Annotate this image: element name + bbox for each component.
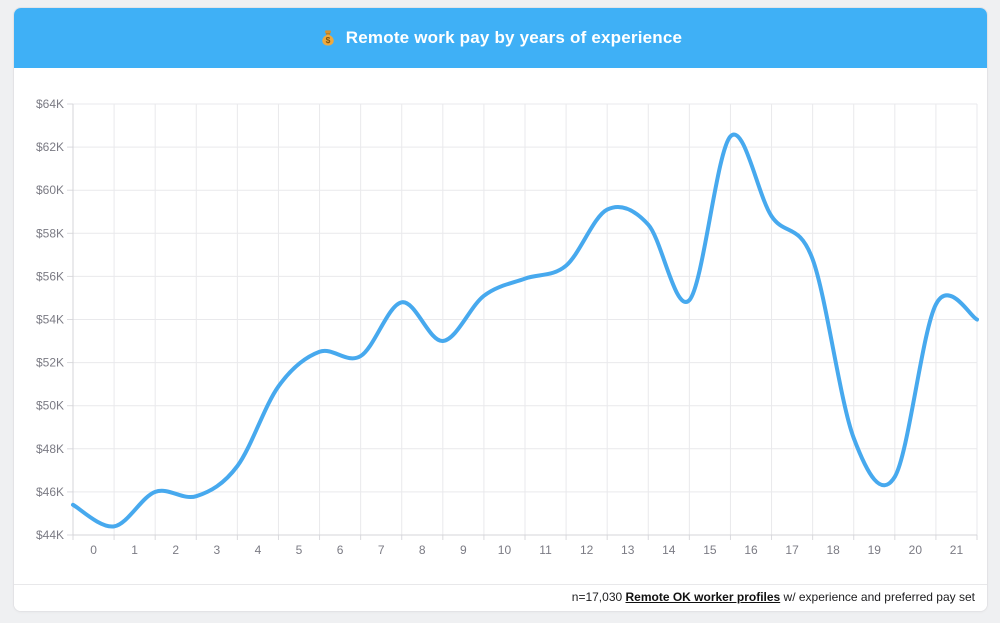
- svg-text:13: 13: [621, 543, 635, 557]
- footer-profiles-link[interactable]: Remote OK worker profiles: [625, 590, 781, 604]
- svg-text:$: $: [325, 35, 330, 45]
- svg-text:8: 8: [419, 543, 426, 557]
- svg-text:15: 15: [703, 543, 717, 557]
- svg-text:9: 9: [460, 543, 467, 557]
- svg-text:$52K: $52K: [36, 356, 64, 370]
- svg-text:11: 11: [539, 543, 552, 557]
- money-bag-icon: $: [319, 29, 337, 47]
- pay-line-series: [71, 132, 979, 529]
- svg-text:10: 10: [498, 543, 512, 557]
- svg-text:1: 1: [131, 543, 138, 557]
- chart-card: $ Remote work pay by years of experience…: [14, 8, 987, 611]
- y-axis-labels: $44K $46K $48K $50K $52K $54K $56K $58K $60K $62K…: [36, 97, 64, 542]
- svg-text:12: 12: [580, 543, 594, 557]
- svg-text:14: 14: [662, 543, 676, 557]
- svg-text:17: 17: [785, 543, 799, 557]
- svg-text:19: 19: [868, 543, 882, 557]
- svg-text:$46K: $46K: [36, 485, 64, 499]
- svg-text:$50K: $50K: [36, 399, 64, 413]
- svg-text:0: 0: [90, 543, 97, 557]
- pay-by-experience-line-chart: $44K $46K $48K $50K $52K $54K $56K $58K $60K $62K…: [36, 97, 979, 557]
- footer-note-suffix: w/ experience and preferred pay set: [780, 590, 975, 604]
- svg-text:$62K: $62K: [36, 140, 64, 154]
- chart-header: $ Remote work pay by years of experience: [14, 8, 987, 68]
- svg-text:6: 6: [337, 543, 344, 557]
- svg-text:5: 5: [296, 543, 303, 557]
- svg-text:21: 21: [950, 543, 964, 557]
- footer-sample-size: n=17,030: [571, 590, 626, 604]
- svg-text:$48K: $48K: [36, 442, 64, 456]
- svg-text:$64K: $64K: [36, 97, 64, 111]
- svg-text:$58K: $58K: [36, 226, 64, 240]
- svg-text:16: 16: [744, 543, 758, 557]
- svg-text:18: 18: [827, 543, 841, 557]
- svg-text:$56K: $56K: [36, 269, 64, 283]
- svg-text:$60K: $60K: [36, 183, 64, 197]
- svg-text:4: 4: [255, 543, 262, 557]
- svg-text:20: 20: [909, 543, 923, 557]
- svg-text:2: 2: [172, 543, 179, 557]
- chart-title: Remote work pay by years of experience: [345, 28, 683, 47]
- svg-text:$54K: $54K: [36, 313, 64, 327]
- svg-text:3: 3: [213, 543, 220, 557]
- grid-lines: [67, 103, 978, 540]
- chart-area: $44K $46K $48K $50K $52K $54K $56K $58K $60K $62K…: [14, 68, 987, 584]
- svg-text:7: 7: [378, 543, 385, 557]
- svg-text:$44K: $44K: [36, 528, 64, 542]
- x-axis-labels: 0 1 2 3 4 5 6 7 8 9 10 11 12 13 14 15 16 17 18 19 20 21: [90, 543, 963, 557]
- chart-footer: n=17,030 Remote OK worker profiles w/ ex…: [14, 584, 987, 611]
- axis-borders: [72, 104, 977, 536]
